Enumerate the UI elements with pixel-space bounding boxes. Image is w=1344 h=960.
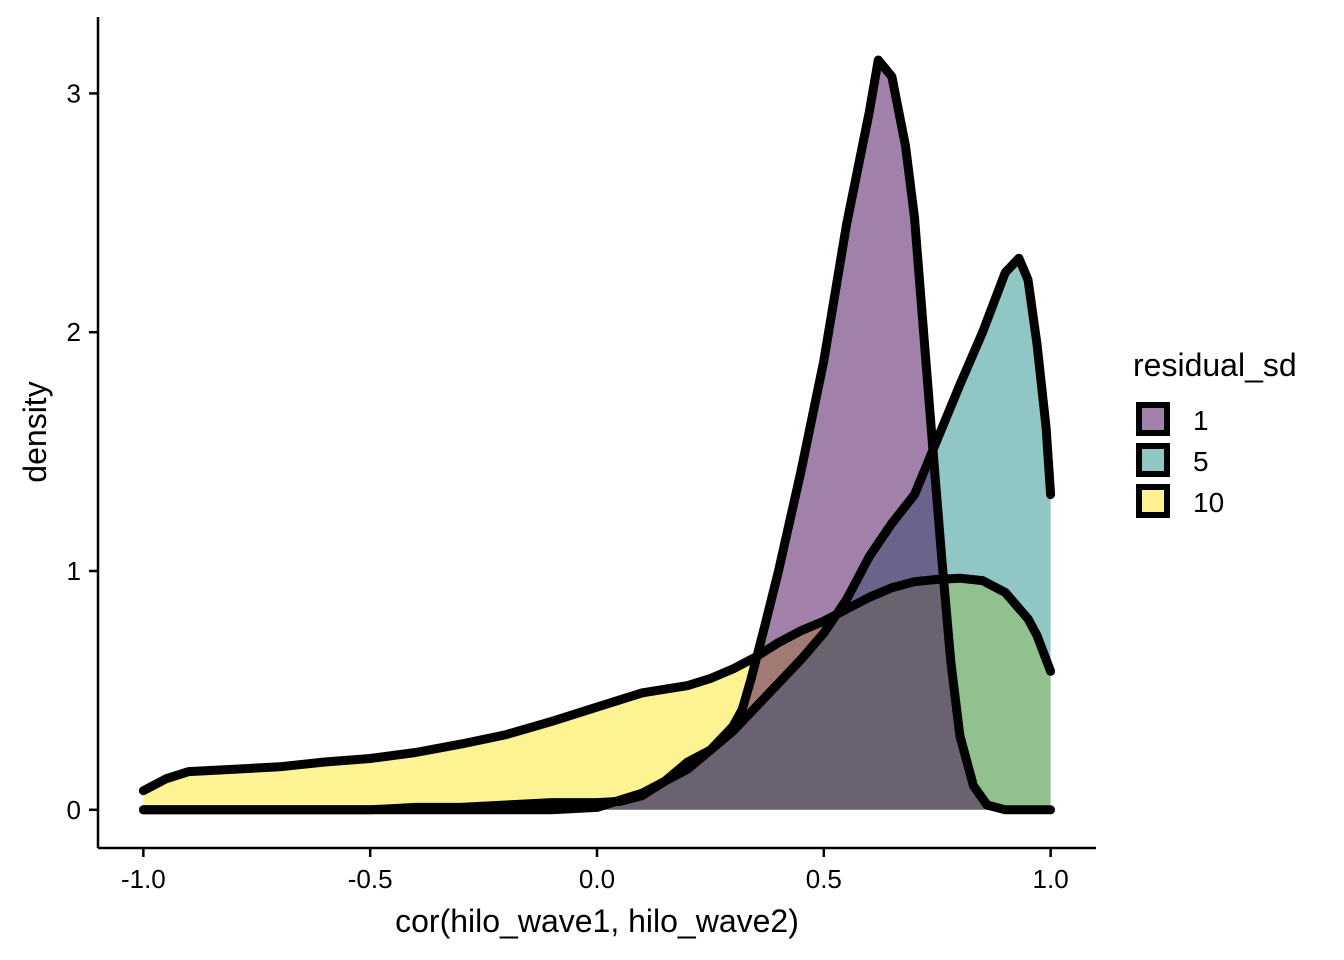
legend-label: 5 [1193,446,1209,477]
legend-key-5 [1136,443,1170,477]
x-axis-title: cor(hilo_wave1, hilo_wave2) [395,903,799,939]
density-area-1 [143,60,1051,810]
y-tick-label: 3 [67,78,81,108]
series-layer [138,55,1056,815]
x-tick-label: -0.5 [348,864,393,894]
x-tick-label: 0.0 [579,864,615,894]
y-ticks: 0 1 2 3 [67,78,98,825]
legend-key-10 [1136,484,1170,518]
x-tick-label: 0.5 [806,864,842,894]
density-line-10 [138,573,1056,796]
y-axis-title: density [17,381,53,482]
density-line-1 [138,55,1056,815]
legend-label: 1 [1193,405,1209,436]
y-tick-label: 1 [67,556,81,586]
x-tick-label: -1.0 [121,864,166,894]
legend-key-1 [1136,402,1170,436]
y-tick-label: 0 [67,795,81,825]
x-ticks: -1.0 -0.5 0.0 0.5 1.0 [121,848,1069,894]
legend-label: 10 [1193,487,1224,518]
x-tick-label: 1.0 [1033,864,1069,894]
y-tick-label: 2 [67,317,81,347]
legend-title: residual_sd [1133,347,1297,383]
